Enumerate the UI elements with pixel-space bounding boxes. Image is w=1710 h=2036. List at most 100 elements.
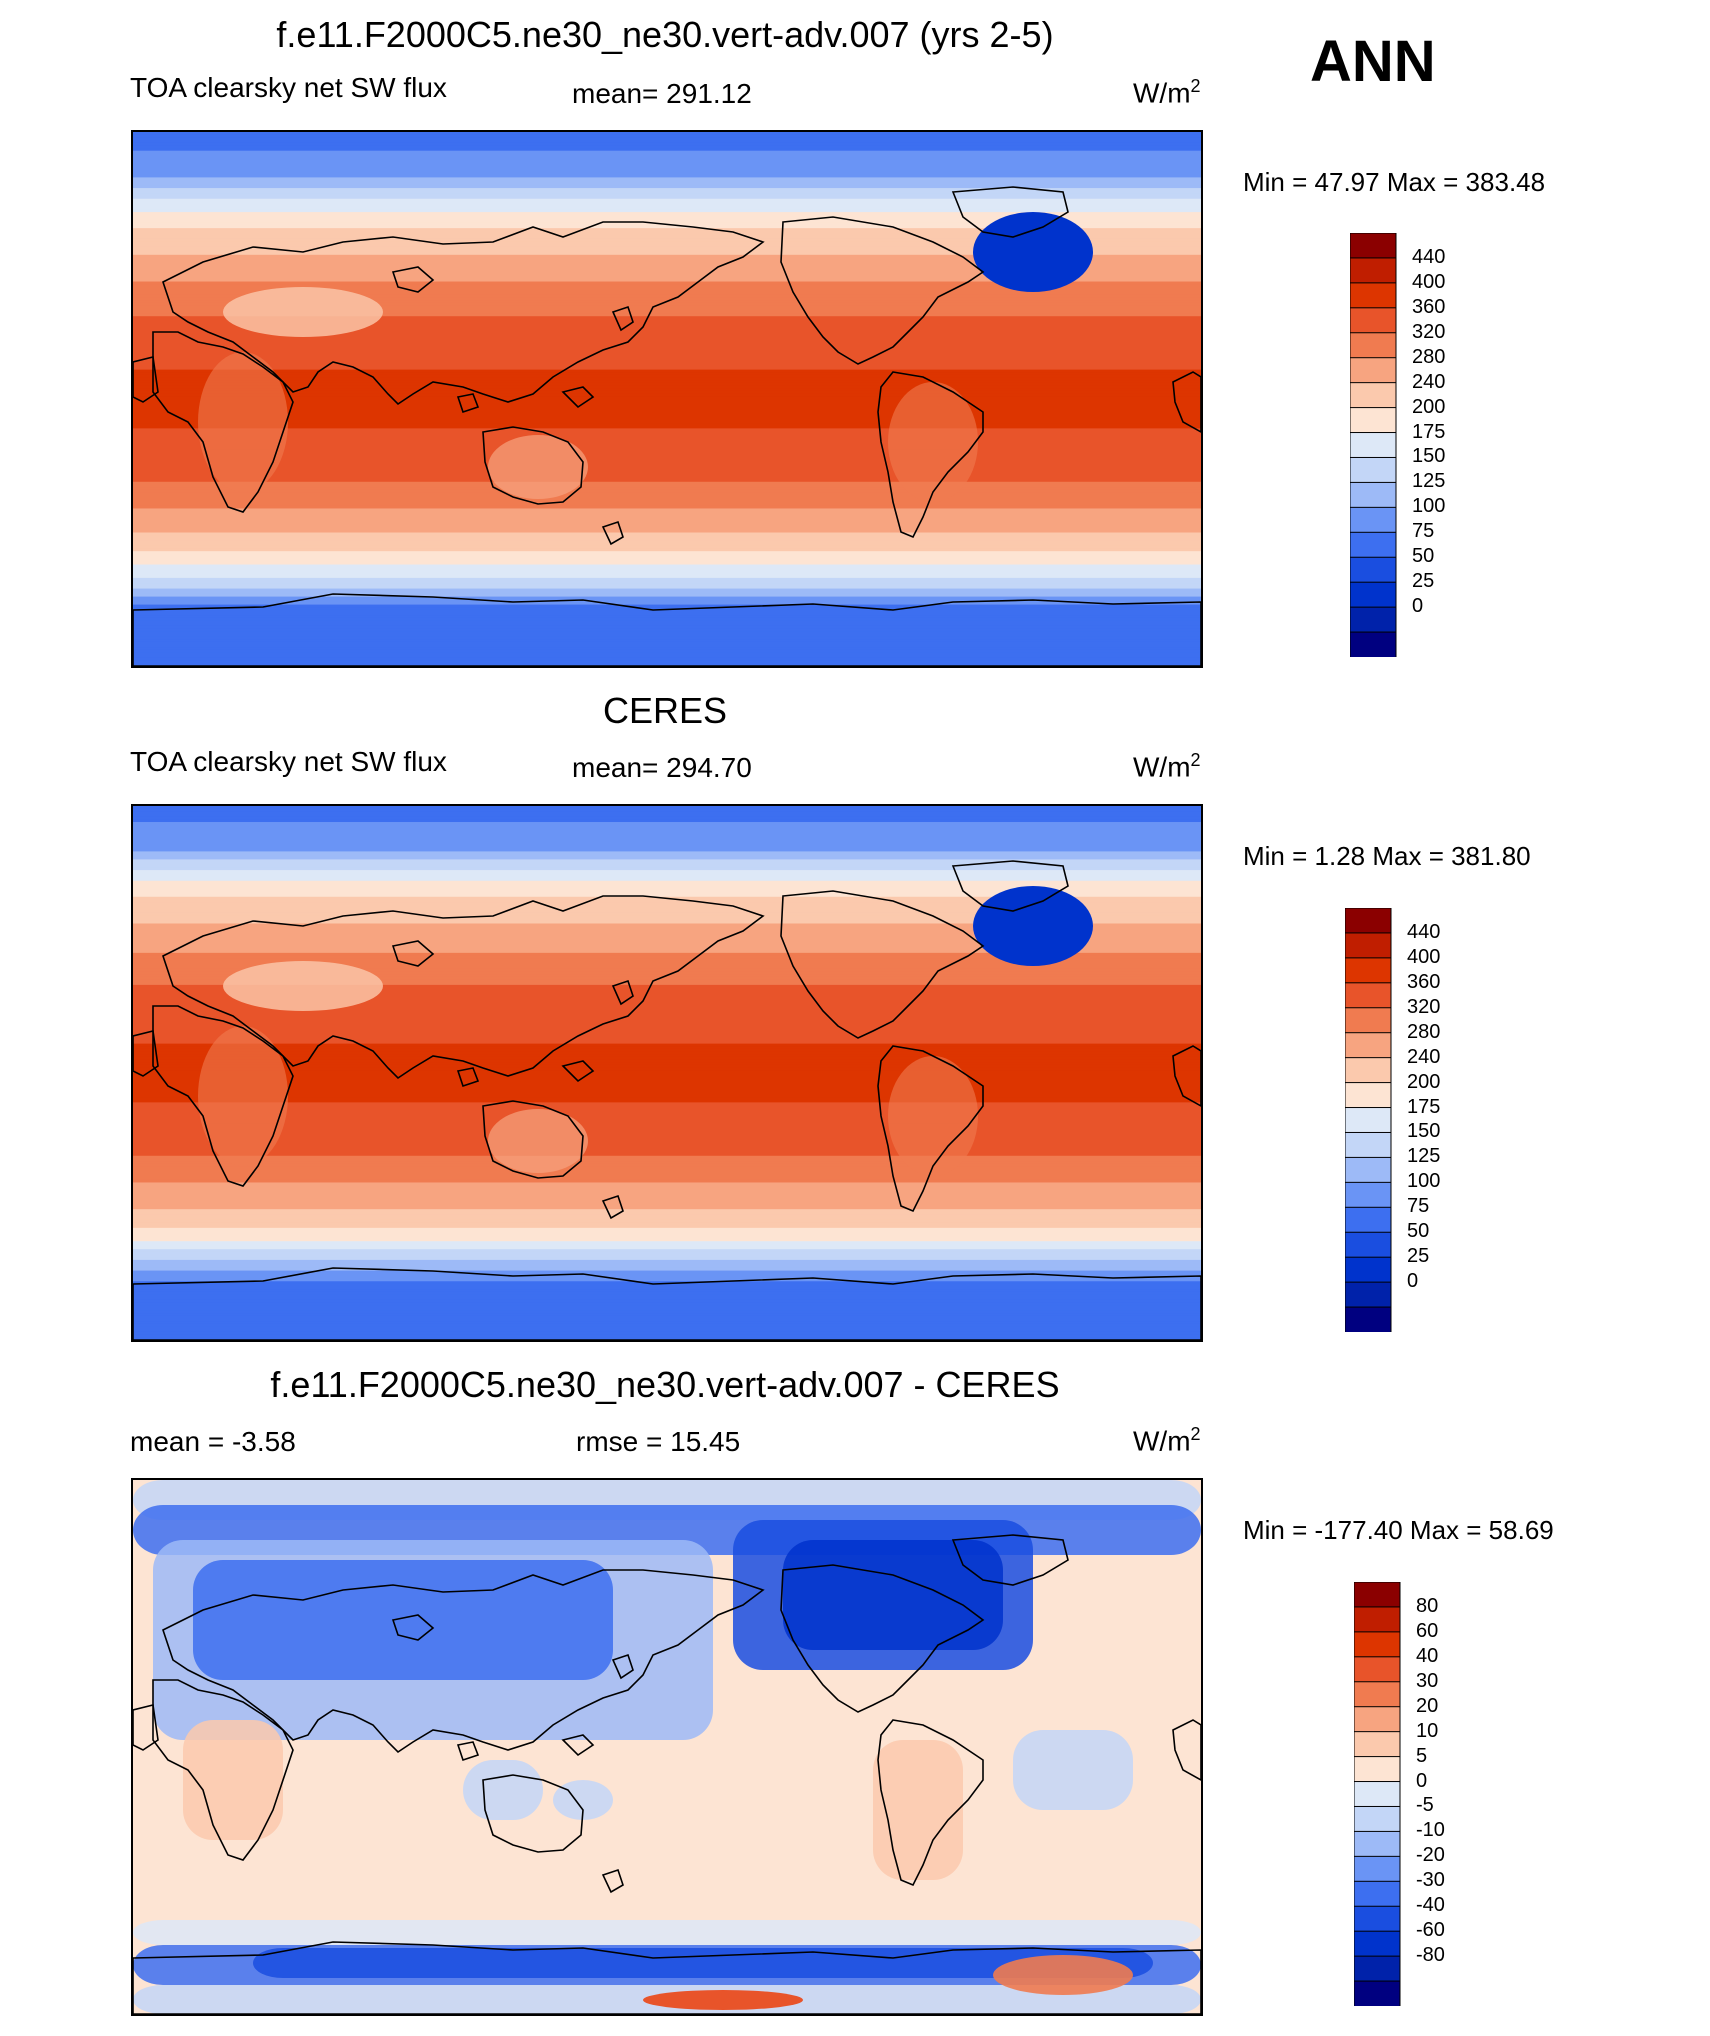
contour-band: [133, 572, 1201, 576]
panel-2-minmax: Min = 1.28 Max = 381.80: [1243, 841, 1531, 871]
contour-band: [133, 1094, 1201, 1098]
panel-1-contour-field: [133, 132, 1201, 666]
contour-band: [133, 407, 1201, 411]
contour-band: [133, 902, 1201, 906]
contour-band: [133, 1310, 1201, 1314]
colorbar-tick-label: 150: [1407, 1120, 1441, 1143]
contour-band: [133, 132, 1201, 136]
contour-band: [133, 1107, 1201, 1111]
south-america-field: [888, 382, 978, 502]
colorbar-swatch: [1344, 932, 1392, 959]
contour-band: [133, 1235, 1201, 1240]
contour-band: [133, 487, 1201, 491]
colorbar-swatch: [1353, 1930, 1401, 1958]
coastline: [162, 221, 765, 406]
contour-band: [133, 447, 1201, 451]
contour-band: [133, 564, 1201, 568]
contour-band: [133, 396, 1201, 400]
contour-band: [133, 942, 1201, 946]
contour-band: [133, 968, 1201, 973]
contour-band: [133, 444, 1201, 448]
contour-band: [133, 521, 1201, 526]
contour-band: [133, 449, 1201, 453]
contour-band: [133, 1038, 1201, 1042]
diff-region: [133, 1920, 1201, 1945]
contour-band: [133, 851, 1201, 855]
contour-band: [133, 262, 1201, 267]
colorbar-tick-label: -80: [1416, 1944, 1445, 1967]
contour-band: [133, 593, 1201, 598]
contour-band: [133, 1267, 1201, 1272]
contour-band: [133, 843, 1201, 847]
contour-band: [133, 1334, 1201, 1338]
contour-band: [133, 415, 1201, 419]
contour-band: [133, 246, 1201, 251]
colorbar-swatch: [1353, 1980, 1401, 2007]
contour-band: [133, 862, 1201, 866]
contour-band: [133, 982, 1201, 986]
contour-band: [133, 840, 1201, 844]
contour-band: [133, 252, 1201, 256]
contour-band: [133, 137, 1201, 141]
contour-band: [133, 1011, 1201, 1015]
colorbar-tick-label: 50: [1407, 1220, 1430, 1243]
contour-band: [133, 230, 1201, 235]
contour-band: [133, 225, 1201, 229]
contour-band: [133, 912, 1201, 917]
contour-band: [133, 657, 1201, 662]
contour-band: [133, 976, 1201, 981]
coastline: [133, 1267, 1201, 1340]
contour-band: [133, 540, 1201, 544]
contour-band: [133, 1238, 1201, 1242]
contour-band: [133, 1046, 1201, 1050]
colorbar-tick-label: 320: [1412, 320, 1446, 343]
contour-band: [133, 620, 1201, 624]
contour-band: [133, 1153, 1201, 1157]
coastline: [391, 940, 435, 967]
coastline: [877, 371, 984, 539]
contour-band: [133, 1113, 1201, 1117]
coastline: [1172, 371, 1201, 433]
panel-3-minmax: Min = -177.40 Max = 58.69: [1243, 1515, 1554, 1545]
contour-band: [133, 1219, 1201, 1224]
colorbar-swatch: [1344, 1057, 1392, 1084]
colorbar-swatch: [1353, 1606, 1401, 1633]
contour-band: [133, 625, 1201, 630]
coastline: [482, 1100, 584, 1179]
contour-band: [133, 326, 1201, 331]
contour-band: [133, 374, 1201, 379]
contour-band: [133, 166, 1201, 170]
colorbar-swatch: [1344, 1082, 1392, 1109]
contour-band: [133, 393, 1201, 397]
contour-band: [133, 920, 1201, 925]
colorbar-swatch: [1344, 907, 1392, 934]
contour-band: [133, 971, 1201, 975]
contour-band: [133, 827, 1201, 831]
contour-band: [133, 519, 1201, 523]
contour-band: [133, 265, 1201, 269]
contour-band: [133, 201, 1201, 205]
diff-region: [193, 1560, 613, 1680]
contour-band: [133, 169, 1201, 173]
contour-band: [133, 471, 1201, 475]
contour-band: [133, 404, 1201, 408]
colorbar-swatch: [1353, 1855, 1401, 1883]
contour-band: [133, 1073, 1201, 1077]
contour-band: [133, 1233, 1201, 1237]
contour-band: [133, 1003, 1201, 1007]
colorbar-swatch: [1349, 407, 1397, 434]
coastline: [391, 1614, 435, 1641]
contour-band: [133, 1326, 1201, 1330]
coastline: [611, 1653, 634, 1680]
contour-band: [133, 134, 1201, 138]
contour-band: [133, 268, 1201, 272]
colorbar-tick-label: 75: [1407, 1195, 1430, 1218]
contour-band: [133, 907, 1201, 911]
contour-band: [133, 188, 1201, 192]
contour-band: [133, 990, 1201, 994]
colorbar-tick-label: 200: [1412, 395, 1446, 418]
colorbar-tick-label: 100: [1412, 495, 1446, 518]
contour-band: [133, 241, 1201, 245]
colorbar-tick-label: 400: [1407, 945, 1441, 968]
contour-band: [133, 872, 1201, 877]
